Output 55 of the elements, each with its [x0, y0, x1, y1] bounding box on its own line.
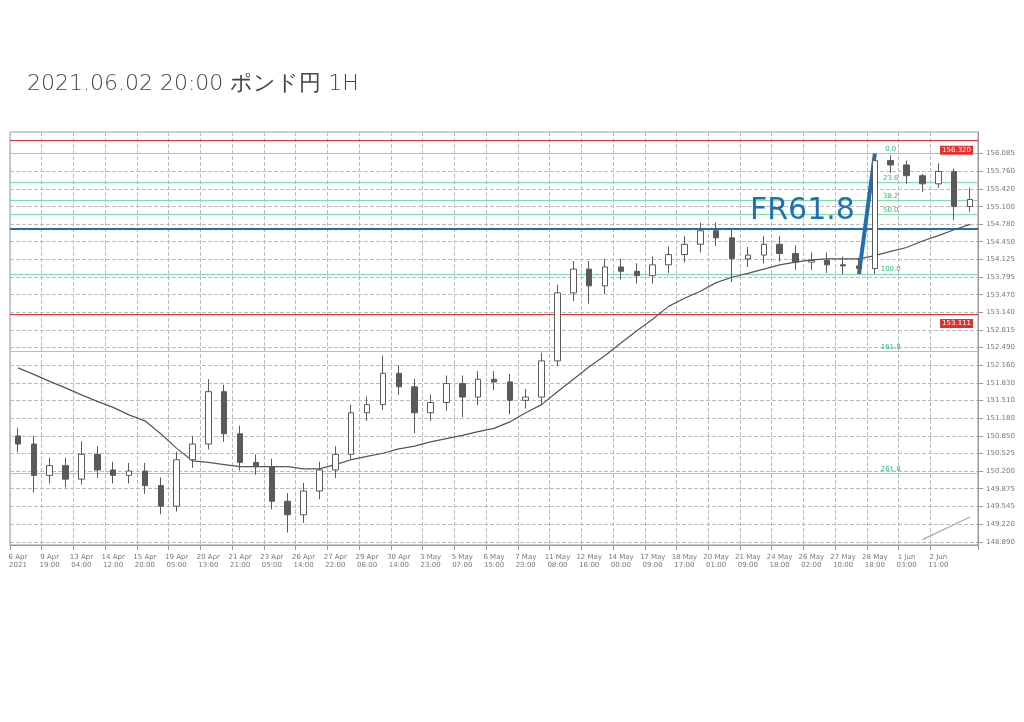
candlestick: [411, 378, 418, 434]
candlestick: [459, 374, 466, 418]
candlestick: [507, 373, 513, 415]
candlestick: [856, 257, 862, 275]
candlestick: [602, 258, 608, 295]
candlestick: [284, 492, 291, 534]
candlestick: [649, 256, 656, 285]
candlestick: [126, 462, 132, 484]
candlestick: [491, 370, 497, 391]
candlestick: [158, 477, 164, 515]
candlestick: [792, 244, 799, 271]
candlestick: [78, 440, 85, 486]
candlestick: [475, 370, 481, 406]
candlestick: [903, 160, 910, 185]
candlestick: [887, 154, 894, 174]
candlestick: [94, 445, 101, 479]
candlestick: [62, 457, 69, 488]
candlestick: [681, 235, 688, 264]
candlestick: [824, 251, 830, 274]
candlestick: [110, 461, 116, 484]
candlestick: [554, 284, 561, 367]
candlestick: [522, 388, 529, 409]
candlestick: [808, 251, 815, 271]
candlestick: [31, 435, 37, 494]
candlestick: [300, 482, 307, 524]
candlestick: [348, 404, 354, 461]
candlestick: [538, 352, 545, 406]
candlestick: [745, 246, 751, 268]
candlestick: [967, 187, 973, 213]
candlestick: [776, 235, 783, 263]
candlestick: [761, 235, 767, 264]
candlestick: [46, 457, 53, 484]
candlestick: [443, 374, 450, 412]
candlestick: [840, 256, 846, 275]
candlestick: [205, 378, 212, 450]
candlestick: [951, 168, 957, 221]
candlestick: [364, 396, 370, 422]
candlestick: [697, 222, 704, 253]
candlestick: [634, 262, 640, 285]
candlestick: [221, 384, 227, 443]
candlestick: [919, 173, 926, 193]
candlestick: [15, 427, 21, 453]
candlestick: [618, 258, 624, 280]
candlestick: [380, 355, 386, 411]
candlestick: [173, 451, 180, 513]
candlestick: [586, 260, 592, 305]
candlestick: [729, 229, 735, 283]
candlestick: [570, 260, 577, 302]
candlestick: [935, 162, 942, 189]
candlestick: [396, 364, 402, 396]
chart-title: 2021.06.02 20:00 ポンド円 1H: [27, 69, 359, 95]
candlestick: [142, 462, 148, 495]
candlestick: [427, 393, 434, 422]
candlestick: [665, 245, 672, 274]
candlestick: [713, 222, 719, 247]
